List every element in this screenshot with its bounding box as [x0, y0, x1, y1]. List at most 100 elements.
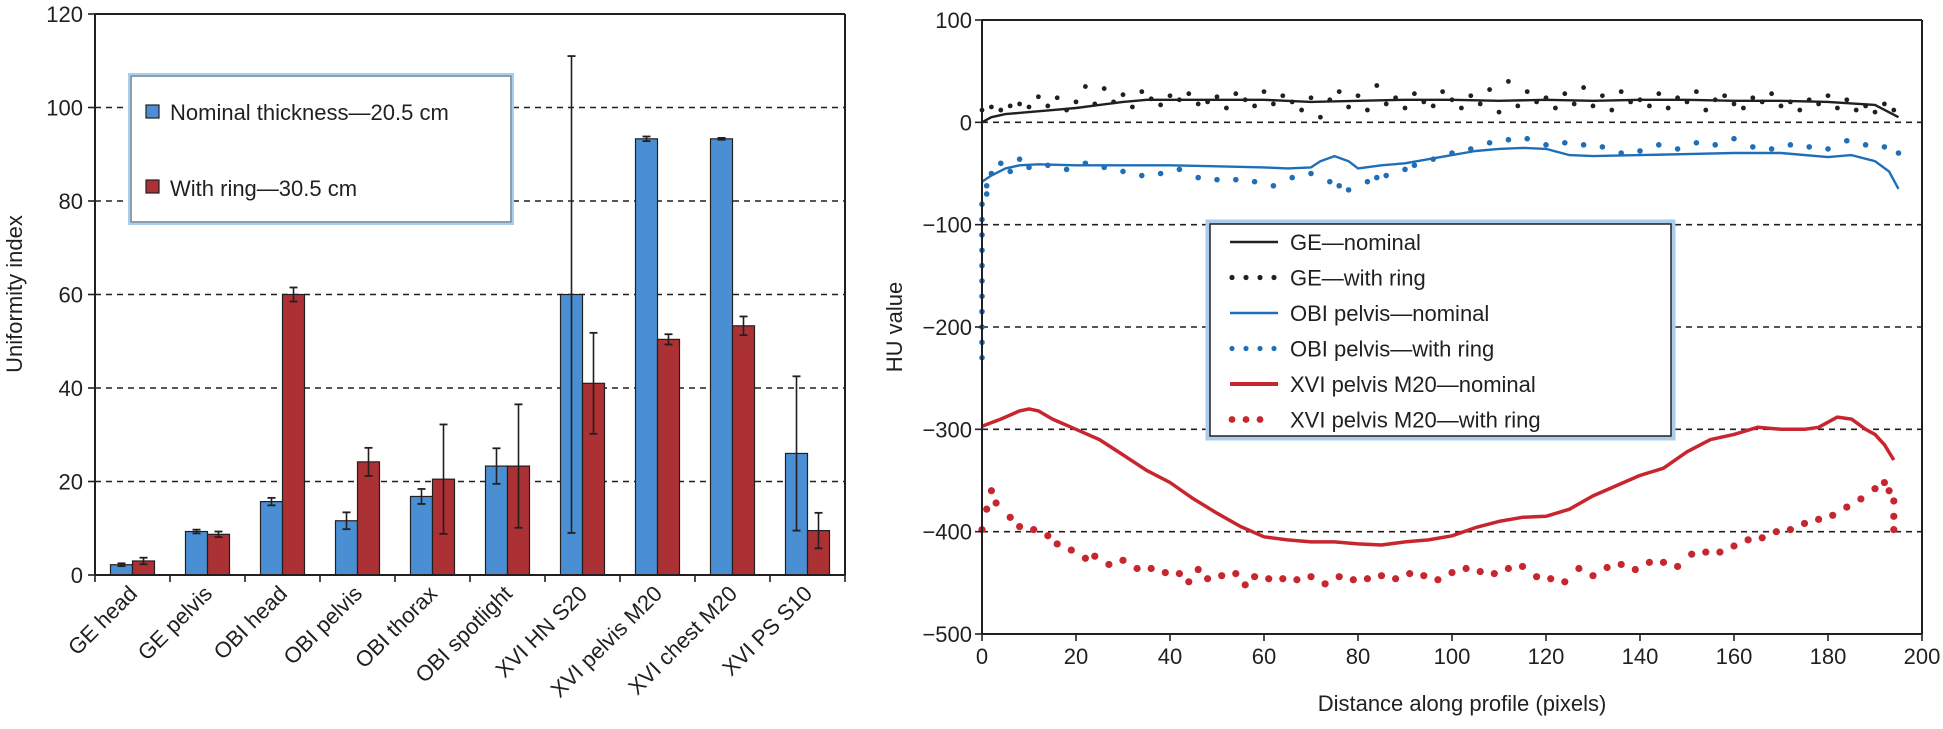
data-point	[1631, 565, 1639, 574]
data-point	[1289, 99, 1295, 105]
data-point	[1265, 575, 1273, 583]
legend-item: GE—nominal	[1230, 230, 1421, 255]
legend-dot-swatch	[1256, 416, 1264, 423]
legend-label: XVI pelvis M20—with ring	[1290, 408, 1541, 433]
data-point	[1120, 92, 1126, 98]
data-point	[1797, 107, 1803, 113]
data-point	[1402, 105, 1408, 111]
data-point	[1674, 146, 1681, 152]
data-point	[1853, 107, 1859, 113]
data-point	[1017, 101, 1022, 107]
data-point	[1307, 573, 1315, 581]
data-point	[988, 170, 995, 177]
error-bar	[214, 530, 223, 539]
left-error-bars	[117, 55, 823, 568]
data-point	[1758, 534, 1766, 542]
data-point	[1411, 162, 1418, 169]
x-tick-label: 60	[1252, 644, 1276, 669]
data-point	[1518, 562, 1527, 571]
data-point	[1224, 105, 1229, 111]
data-point	[1242, 97, 1248, 103]
x-tick-label: 160	[1716, 644, 1753, 669]
data-point	[1487, 87, 1492, 92]
data-point	[1133, 564, 1141, 573]
bar	[656, 338, 681, 576]
data-point	[1186, 91, 1192, 97]
data-point	[1768, 146, 1775, 152]
data-point	[1392, 575, 1400, 583]
series-points-xvi-pelvis-m20-with-ring	[978, 478, 1898, 589]
data-point	[1016, 156, 1023, 162]
error-bar	[642, 135, 651, 143]
data-point	[1618, 89, 1624, 95]
data-point	[1815, 515, 1823, 523]
data-point	[1580, 142, 1587, 148]
data-point	[1270, 182, 1277, 189]
y-tick-label: −500	[922, 622, 972, 647]
data-point	[1448, 569, 1456, 577]
data-point	[1007, 103, 1013, 109]
data-point	[1637, 97, 1643, 103]
data-point	[1349, 576, 1357, 584]
data-point	[1895, 150, 1902, 156]
data-point	[1308, 95, 1314, 101]
data-point	[1871, 485, 1879, 493]
data-point	[1675, 95, 1680, 101]
data-point	[1581, 85, 1586, 90]
data-point	[1393, 95, 1398, 101]
data-point	[1688, 550, 1696, 558]
data-point	[1176, 166, 1183, 173]
data-point	[1486, 140, 1493, 146]
error-bar	[139, 556, 148, 566]
data-point	[1890, 526, 1898, 534]
data-point	[1759, 99, 1765, 105]
data-point	[1336, 182, 1342, 189]
data-point	[1321, 580, 1329, 588]
right-series	[978, 79, 1902, 589]
legend-dot-swatch	[1242, 416, 1250, 423]
data-point	[1082, 160, 1089, 167]
data-point	[1293, 576, 1301, 584]
data-point	[998, 160, 1004, 167]
data-point	[1543, 142, 1549, 148]
data-point	[1786, 526, 1794, 534]
data-point	[1365, 107, 1370, 113]
x-tick-label: 20	[1064, 644, 1088, 669]
bar	[259, 501, 284, 576]
data-point	[1829, 511, 1837, 519]
data-point	[1617, 560, 1625, 569]
data-point	[1571, 101, 1577, 107]
y-tick-label: 100	[46, 96, 83, 121]
left-axes	[88, 13, 846, 582]
legend-dot-swatch	[1257, 274, 1263, 281]
data-point	[1769, 91, 1774, 97]
data-point	[1890, 497, 1898, 505]
data-point	[1659, 558, 1668, 566]
y-tick-label: 100	[935, 8, 972, 33]
data-point	[1543, 95, 1549, 101]
series-line-ge-nominal	[981, 98, 1900, 124]
data-point	[1327, 97, 1333, 103]
legend-swatch-nominal	[145, 104, 160, 119]
data-point	[1459, 105, 1464, 111]
data-point	[1524, 89, 1530, 95]
data-point	[1599, 144, 1606, 150]
error-bar	[814, 511, 823, 550]
data-point	[1731, 135, 1737, 142]
legend-dot-swatch	[1243, 274, 1249, 281]
data-point	[1175, 570, 1183, 578]
data-point	[1119, 556, 1127, 564]
data-point	[1716, 548, 1724, 556]
error-bar	[739, 315, 748, 337]
data-point	[1105, 560, 1113, 569]
bar	[731, 325, 756, 576]
data-point	[1722, 93, 1727, 99]
y-tick-label: 0	[71, 563, 83, 588]
data-point	[1158, 102, 1163, 108]
error-bar	[342, 511, 351, 531]
data-point	[1421, 99, 1427, 105]
data-point	[1741, 105, 1746, 111]
data-point	[998, 107, 1004, 113]
data-point	[1731, 101, 1737, 107]
